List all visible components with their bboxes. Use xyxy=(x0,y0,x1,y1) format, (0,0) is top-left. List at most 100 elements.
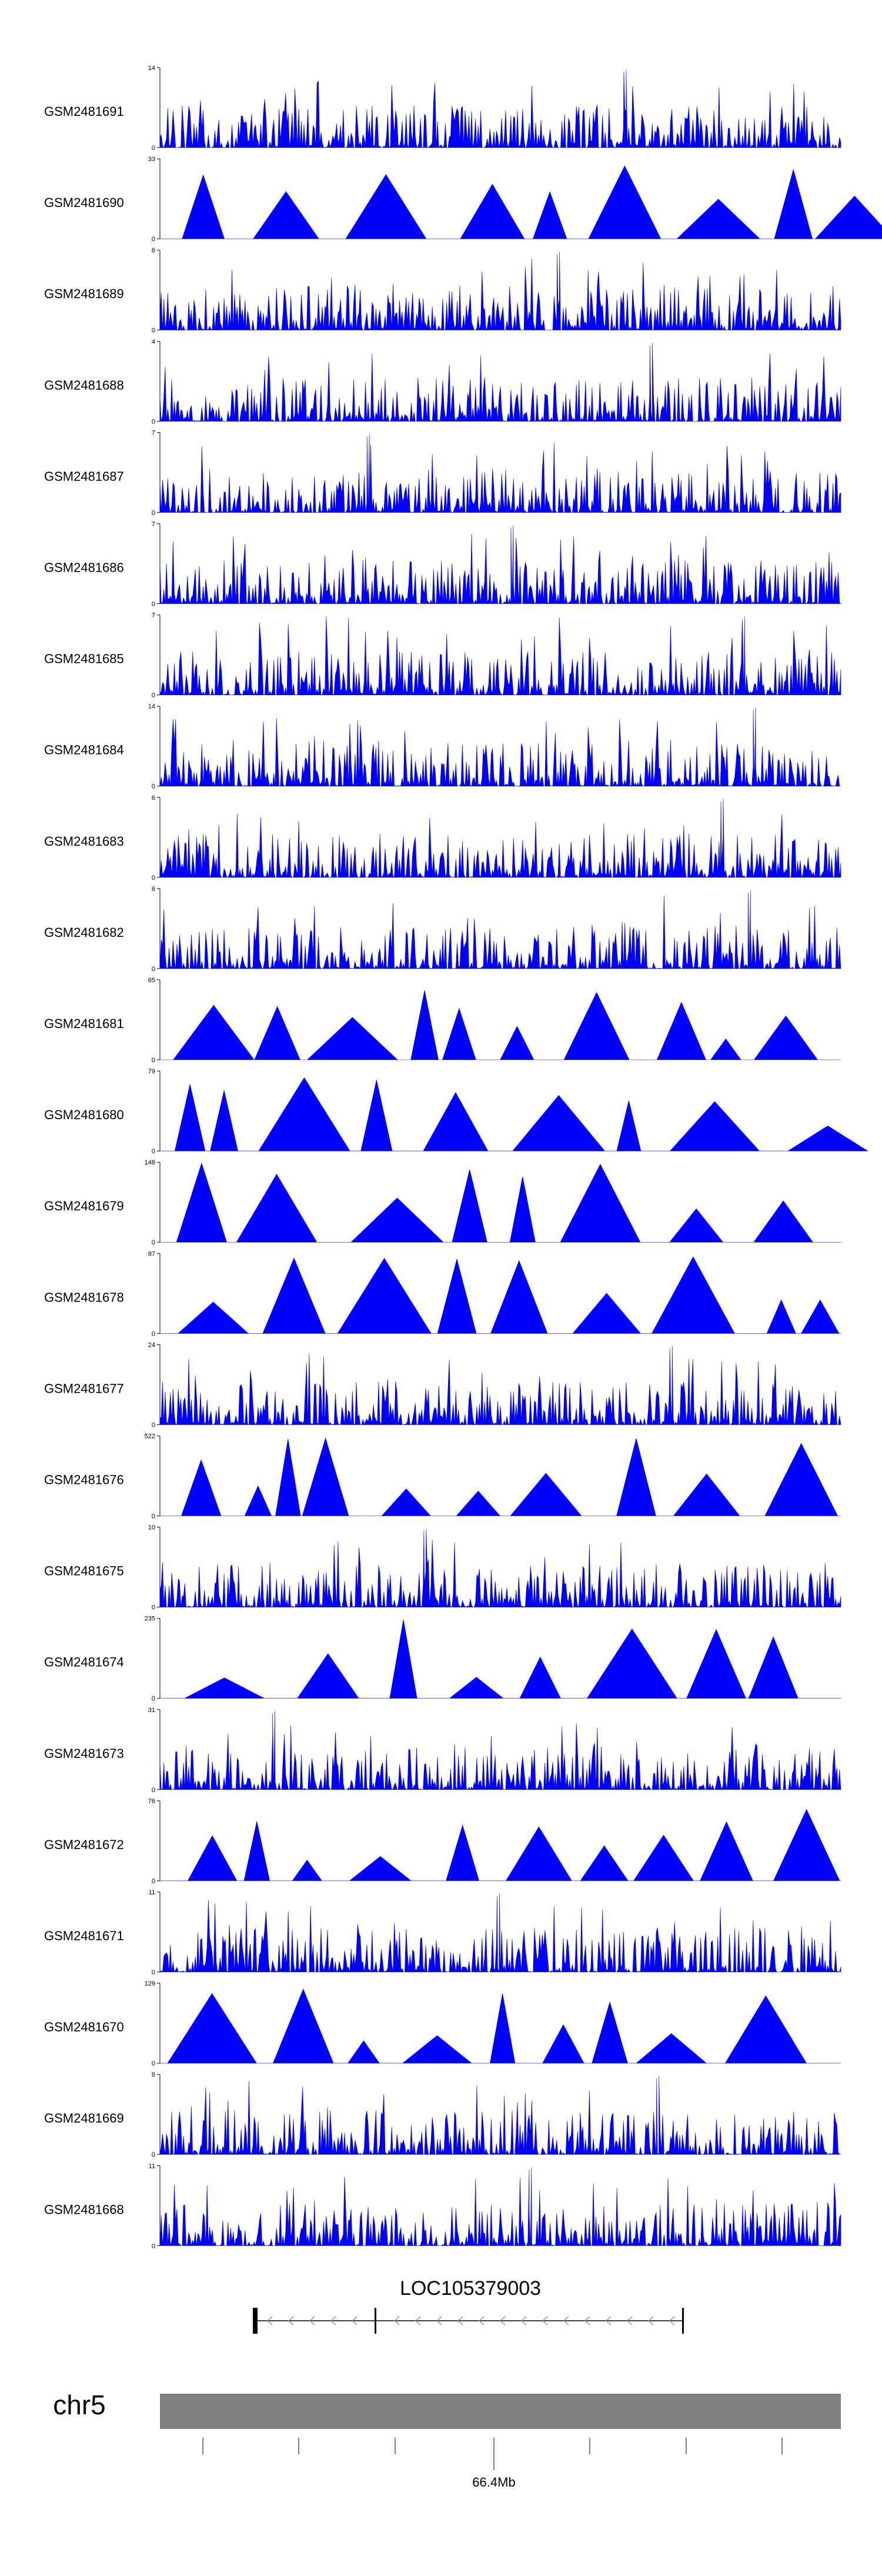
signal-area xyxy=(160,165,882,239)
strand-arrow xyxy=(563,2316,569,2325)
y-min-label: 0 xyxy=(152,1422,155,1429)
signal-area xyxy=(159,251,841,331)
track-label: GSM2481690 xyxy=(44,195,124,210)
signal-area xyxy=(159,708,841,787)
y-max-label: 8 xyxy=(152,2071,155,2078)
signal-area xyxy=(159,890,841,969)
chromosome-track: chr5 66.4Mb xyxy=(53,2390,841,2490)
track-label: GSM2481677 xyxy=(44,1381,124,1396)
y-min-label: 0 xyxy=(152,1148,155,1155)
signal-area xyxy=(159,2167,841,2247)
y-min-label: 0 xyxy=(152,1787,155,1794)
y-min-label: 0 xyxy=(152,2151,155,2158)
track-GSM2481673: GSM2481673 31 0 xyxy=(44,1707,841,1794)
y-min-label: 0 xyxy=(152,327,155,334)
signal-area xyxy=(159,616,841,696)
track-label: GSM2481684 xyxy=(44,743,124,758)
strand-arrow xyxy=(669,2316,675,2325)
track-GSM2481691: GSM2481691 14 0 xyxy=(44,65,841,152)
y-max-label: 10 xyxy=(148,1524,155,1531)
y-min-label: 0 xyxy=(152,692,155,699)
track-GSM2481685: GSM2481685 7 0 xyxy=(44,612,841,699)
signal-area xyxy=(159,342,841,422)
track-label: GSM2481682 xyxy=(44,925,124,940)
track-GSM2481682: GSM2481682 6 0 xyxy=(44,886,841,973)
gene-label: LOC105379003 xyxy=(400,2277,541,2300)
track-label: GSM2481676 xyxy=(44,1473,124,1487)
y-min-label: 0 xyxy=(152,1513,155,1520)
y-min-label: 0 xyxy=(152,783,155,790)
strand-arrow xyxy=(584,2316,590,2325)
y-min-label: 0 xyxy=(152,1057,155,1064)
y-min-label: 0 xyxy=(152,1239,155,1246)
y-max-label: 6 xyxy=(152,247,155,254)
track-label: GSM2481669 xyxy=(44,2111,124,2125)
track-GSM2481669: GSM2481669 8 0 xyxy=(44,2071,841,2158)
signal-area xyxy=(159,799,841,878)
y-max-label: 76 xyxy=(148,1798,155,1805)
signal-area xyxy=(160,1437,841,1516)
track-GSM2481681: GSM2481681 65 0 xyxy=(44,977,841,1064)
strand-arrow xyxy=(436,2316,442,2325)
y-min-label: 0 xyxy=(152,236,155,243)
gene-exon xyxy=(682,2308,684,2334)
track-GSM2481679: GSM2481679 148 0 xyxy=(44,1159,841,1246)
track-GSM2481689: GSM2481689 6 0 xyxy=(44,247,841,334)
track-label: GSM2481688 xyxy=(44,378,124,392)
y-max-label: 31 xyxy=(148,1707,155,1714)
track-label: GSM2481670 xyxy=(44,2020,124,2034)
y-max-label: 11 xyxy=(149,1889,155,1896)
track-label: GSM2481674 xyxy=(44,1655,124,1670)
strand-arrow xyxy=(542,2316,548,2325)
y-max-label: 14 xyxy=(148,65,155,72)
axis-tick-label: 66.4Mb xyxy=(472,2475,515,2490)
track-label: GSM2481681 xyxy=(44,1016,124,1031)
track-GSM2481678: GSM2481678 87 0 xyxy=(44,1250,841,1337)
signal-area xyxy=(159,525,841,605)
y-max-label: 7 xyxy=(152,521,155,528)
y-min-label: 0 xyxy=(152,966,155,973)
y-max-label: 33 xyxy=(148,156,155,163)
track-label: GSM2481678 xyxy=(44,1290,124,1304)
signal-area xyxy=(160,1808,841,1881)
gene-exon xyxy=(253,2308,258,2334)
y-max-label: 24 xyxy=(148,1342,155,1349)
signal-area xyxy=(160,1256,841,1334)
strand-arrow xyxy=(415,2316,421,2325)
y-max-label: 65 xyxy=(148,977,155,984)
y-min-label: 0 xyxy=(152,1969,155,1976)
y-min-label: 0 xyxy=(152,418,155,425)
y-max-label: 87 xyxy=(148,1250,155,1257)
track-GSM2481677: GSM2481677 24 0 xyxy=(44,1342,841,1429)
chromosome-axis xyxy=(202,2438,783,2470)
gene-track: LOC105379003 xyxy=(253,2277,684,2334)
track-label: GSM2481672 xyxy=(44,1837,124,1852)
y-min-label: 0 xyxy=(152,145,155,152)
track-GSM2481680: GSM2481680 79 0 xyxy=(44,1068,868,1155)
track-GSM2481674: GSM2481674 235 0 xyxy=(44,1616,841,1703)
gene-model xyxy=(253,2308,684,2334)
track-GSM2481672: GSM2481672 76 0 xyxy=(44,1798,841,1885)
y-min-label: 0 xyxy=(152,1330,155,1337)
signal-area xyxy=(160,1988,841,2064)
y-max-label: 129 xyxy=(145,1980,155,1987)
track-label: GSM2481687 xyxy=(44,469,124,483)
strand-arrow xyxy=(457,2316,463,2325)
signal-area xyxy=(159,1529,841,1608)
y-max-label: 522 xyxy=(145,1433,155,1440)
track-label: GSM2481675 xyxy=(44,1564,124,1579)
y-max-label: 6 xyxy=(152,795,155,802)
track-GSM2481686: GSM2481686 7 0 xyxy=(44,521,841,608)
signal-area xyxy=(159,1346,841,1426)
strand-arrow xyxy=(648,2316,654,2325)
signal-area xyxy=(159,2076,841,2155)
strand-arrow xyxy=(352,2316,358,2325)
strand-arrow xyxy=(309,2316,315,2325)
signal-area xyxy=(160,1162,841,1243)
track-GSM2481687: GSM2481687 7 0 xyxy=(44,429,841,516)
track-label: GSM2481691 xyxy=(44,104,124,119)
y-min-label: 0 xyxy=(152,2243,155,2250)
track-label: GSM2481671 xyxy=(44,1928,124,1943)
strand-arrow xyxy=(606,2316,612,2325)
